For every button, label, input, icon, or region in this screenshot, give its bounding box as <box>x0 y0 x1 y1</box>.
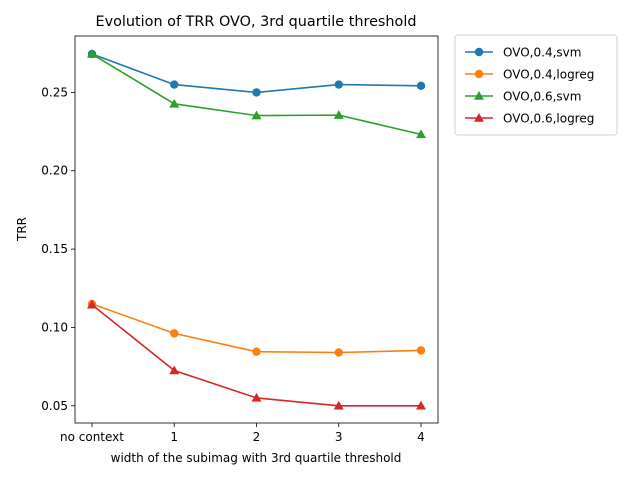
data-point <box>252 347 261 356</box>
y-tick-label: 0.10 <box>41 320 68 334</box>
legend-label: OVO,0.6,svm <box>503 90 581 104</box>
data-point <box>333 400 344 410</box>
data-point <box>170 329 179 338</box>
legend-label: OVO,0.4,svm <box>503 46 581 60</box>
legend-label: OVO,0.4,logreg <box>503 68 594 82</box>
data-point <box>251 392 262 402</box>
y-tick-label: 0.20 <box>41 164 68 178</box>
plot-area <box>87 49 426 410</box>
data-point <box>416 129 426 139</box>
data-point <box>169 98 180 108</box>
series-3 <box>87 299 426 410</box>
x-tick-label: no context <box>60 430 124 444</box>
x-tick-label: 1 <box>170 430 178 444</box>
axes: no context 1 2 3 4 0.05 0.10 0.15 0.20 0.25 <box>41 35 439 444</box>
y-axis-label: TRR <box>15 217 29 242</box>
legend: OVO,0.4,svm OVO,0.4,logreg OVO,0.6,svm OVO,… <box>454 34 618 136</box>
data-point <box>416 346 426 355</box>
data-point <box>170 80 179 89</box>
legend-label: OVO,0.6,logreg <box>503 112 594 126</box>
data-point <box>251 110 262 120</box>
data-point <box>416 400 426 410</box>
data-point <box>87 299 97 309</box>
series-0 <box>87 49 426 97</box>
legend-frame <box>454 34 618 136</box>
x-tick-label: 2 <box>253 430 261 444</box>
x-axis-label: width of the subimag with 3rd quartile t… <box>111 451 402 465</box>
data-point <box>334 80 343 89</box>
legend-marker <box>474 47 484 57</box>
series-2 <box>87 49 426 139</box>
x-tick-label: 3 <box>335 430 343 444</box>
data-point <box>252 88 261 97</box>
y-tick-label: 0.15 <box>41 242 68 256</box>
data-point <box>169 365 180 375</box>
data-point <box>334 348 343 357</box>
legend-marker <box>474 91 484 100</box>
series-1 <box>87 299 426 357</box>
series-line <box>91 53 422 94</box>
chart-title: Evolution of TRR OVO, 3rd quartile thres… <box>96 14 417 30</box>
data-point <box>87 49 97 58</box>
data-point <box>416 81 426 91</box>
legend-marker <box>474 113 484 122</box>
y-tick-label: 0.25 <box>41 85 68 99</box>
y-tick-label: 0.05 <box>41 399 68 413</box>
x-tick-label: 4 <box>417 430 425 444</box>
data-point <box>333 110 344 119</box>
legend-marker <box>474 69 484 79</box>
